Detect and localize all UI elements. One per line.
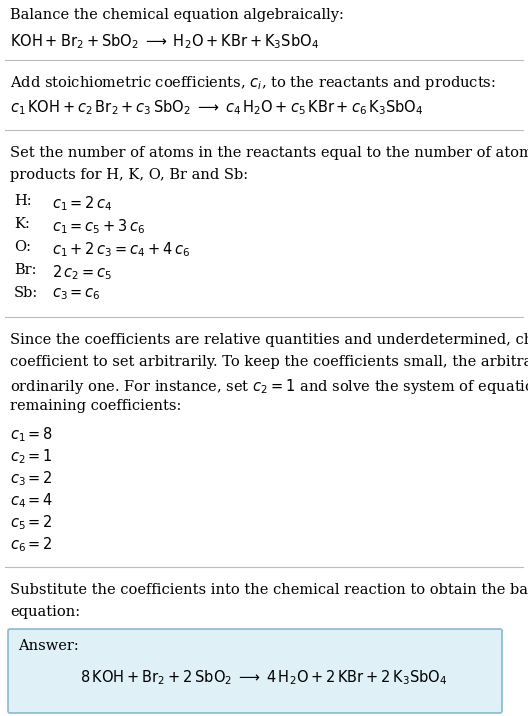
Text: Answer:: Answer:: [18, 639, 79, 653]
Text: $c_2 = 1$: $c_2 = 1$: [10, 447, 53, 465]
Text: $c_1 = 8$: $c_1 = 8$: [10, 425, 53, 444]
Text: Substitute the coefficients into the chemical reaction to obtain the balanced: Substitute the coefficients into the che…: [10, 583, 528, 597]
Text: $c_4 = 4$: $c_4 = 4$: [10, 491, 53, 510]
Text: $c_1 = 2\,c_4$: $c_1 = 2\,c_4$: [52, 194, 112, 213]
Text: coefficient to set arbitrarily. To keep the coefficients small, the arbitrary va: coefficient to set arbitrarily. To keep …: [10, 355, 528, 369]
Text: $c_5 = 2$: $c_5 = 2$: [10, 513, 53, 532]
Text: remaining coefficients:: remaining coefficients:: [10, 399, 182, 413]
Text: Sb:: Sb:: [14, 286, 38, 300]
Text: $c_3 = c_6$: $c_3 = c_6$: [52, 286, 101, 301]
Text: ordinarily one. For instance, set $c_2 = 1$ and solve the system of equations fo: ordinarily one. For instance, set $c_2 =…: [10, 377, 528, 396]
Text: products for H, K, O, Br and Sb:: products for H, K, O, Br and Sb:: [10, 168, 248, 182]
Text: $2\,c_2 = c_5$: $2\,c_2 = c_5$: [52, 263, 112, 281]
Text: $\mathrm{8\,KOH + Br_2 + 2\,SbO_2 \;\longrightarrow\; 4\,H_2O + 2\,KBr + 2\,K_3S: $\mathrm{8\,KOH + Br_2 + 2\,SbO_2 \;\lon…: [80, 668, 448, 687]
Text: H:: H:: [14, 194, 32, 208]
Text: $c_1 = c_5 + 3\,c_6$: $c_1 = c_5 + 3\,c_6$: [52, 217, 146, 236]
Text: O:: O:: [14, 240, 31, 254]
Text: Balance the chemical equation algebraically:: Balance the chemical equation algebraica…: [10, 8, 344, 22]
Text: Set the number of atoms in the reactants equal to the number of atoms in the: Set the number of atoms in the reactants…: [10, 146, 528, 160]
Text: $c_1 + 2\,c_3 = c_4 + 4\,c_6$: $c_1 + 2\,c_3 = c_4 + 4\,c_6$: [52, 240, 190, 258]
Text: $c_3 = 2$: $c_3 = 2$: [10, 469, 53, 488]
Text: Since the coefficients are relative quantities and underdetermined, choose a: Since the coefficients are relative quan…: [10, 333, 528, 347]
Text: equation:: equation:: [10, 605, 80, 619]
Text: Br:: Br:: [14, 263, 36, 277]
Text: Add stoichiometric coefficients, $c_i$, to the reactants and products:: Add stoichiometric coefficients, $c_i$, …: [10, 74, 496, 92]
FancyBboxPatch shape: [8, 629, 502, 713]
Text: $\mathrm{KOH + Br_2 + SbO_2 \;\longrightarrow\; H_2O + KBr + K_3SbO_4}$: $\mathrm{KOH + Br_2 + SbO_2 \;\longright…: [10, 32, 319, 51]
Text: $c_6 = 2$: $c_6 = 2$: [10, 535, 53, 553]
Text: $c_1\,\mathrm{KOH} + c_2\,\mathrm{Br_2} + c_3\,\mathrm{SbO_2}\;\longrightarrow\;: $c_1\,\mathrm{KOH} + c_2\,\mathrm{Br_2} …: [10, 98, 423, 117]
Text: K:: K:: [14, 217, 30, 231]
